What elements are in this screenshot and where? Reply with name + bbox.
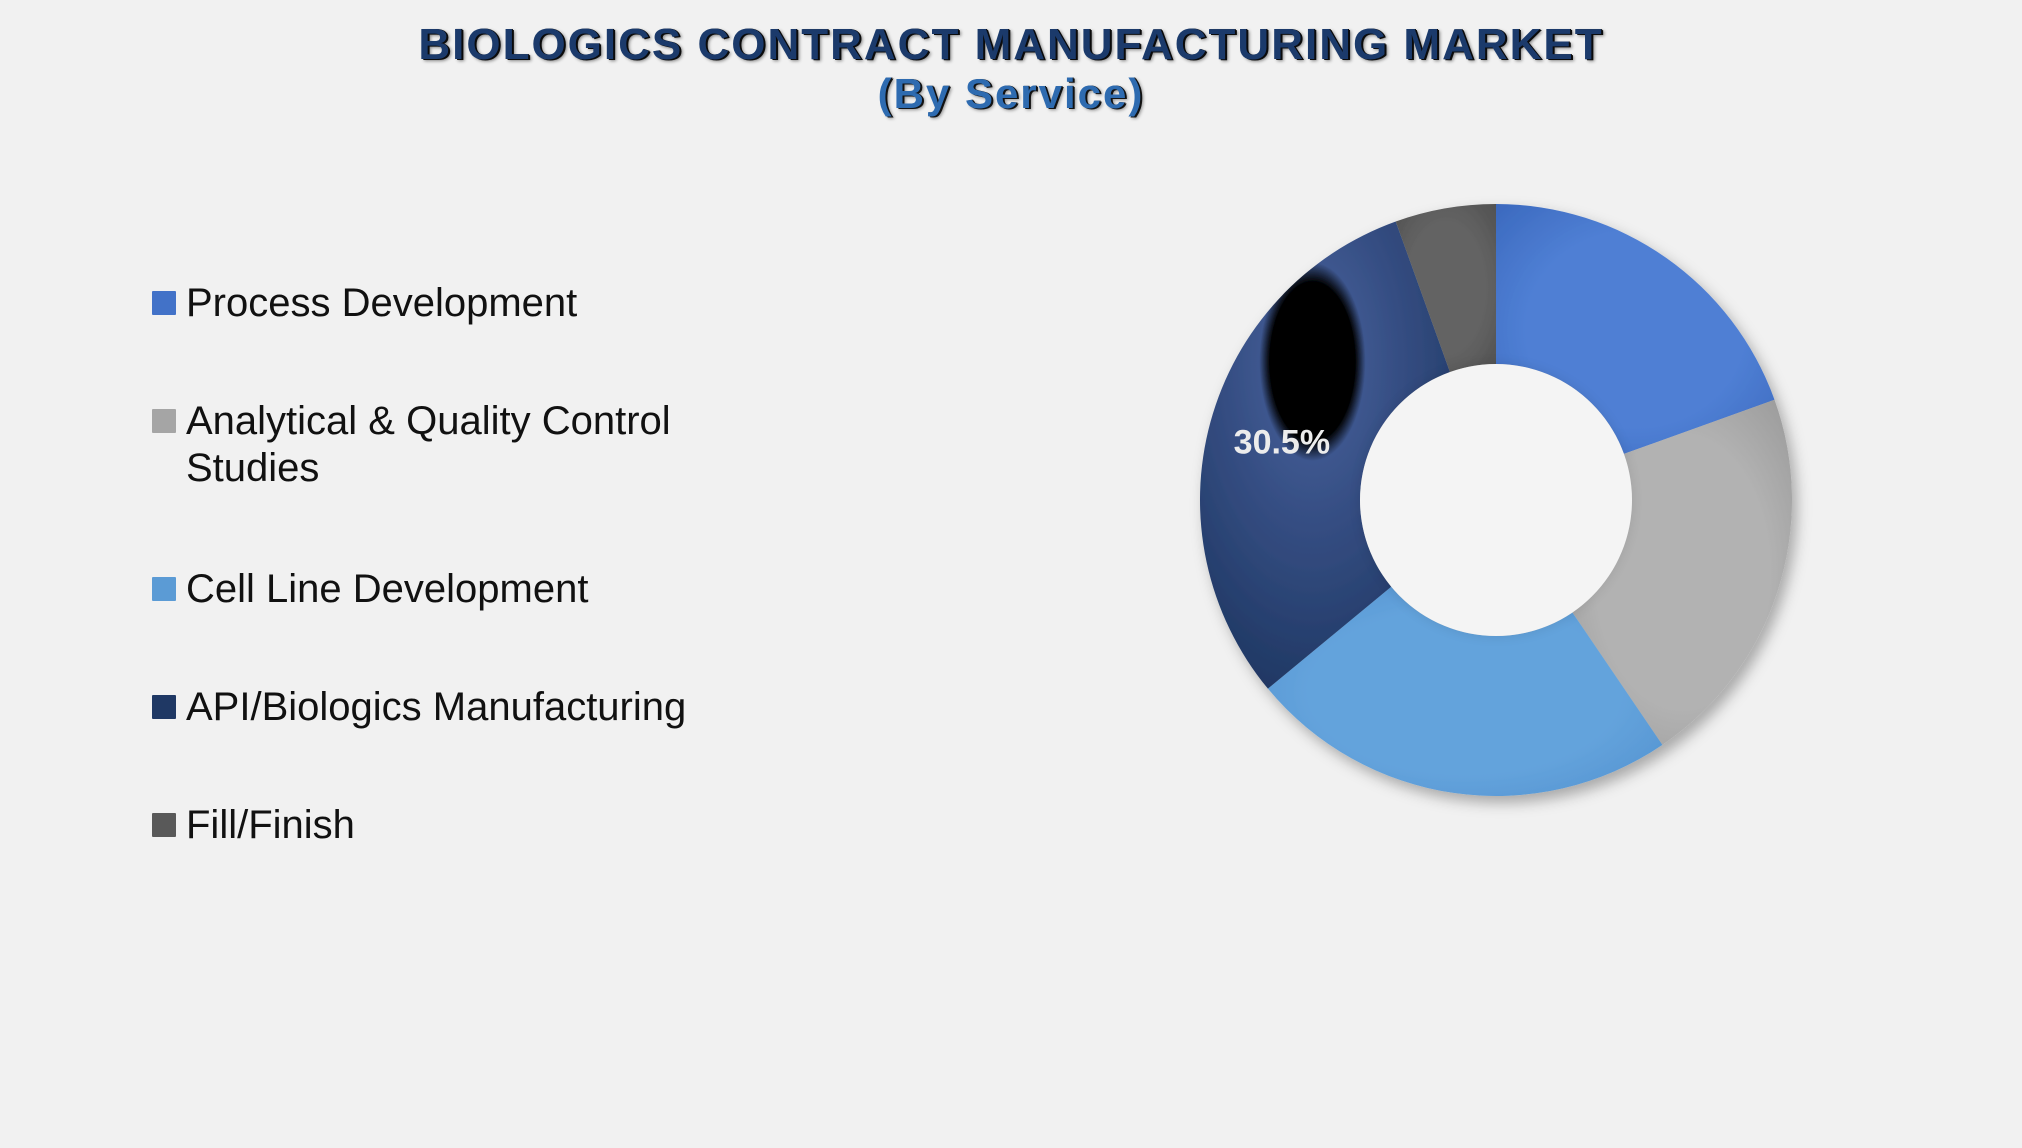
legend-item[interactable]: Fill/Finish: [152, 802, 852, 872]
donut-data-labels: 30.5%: [1234, 423, 1330, 461]
donut-slice-value-label: 30.5%: [1234, 423, 1330, 461]
legend-item-label: Analytical & Quality Control Studies: [186, 399, 671, 491]
legend-item-label: API/Biologics Manufacturing: [186, 685, 687, 729]
legend-swatch-icon: [152, 409, 176, 433]
donut-slice[interactable]: [1496, 204, 1775, 454]
legend-swatch-icon: [152, 695, 176, 719]
legend-item-label: Process Development: [186, 281, 578, 325]
legend-swatch-icon: [152, 813, 176, 837]
donut-hole: [1360, 364, 1632, 636]
chart-title-block: BIOLOGICS CONTRACT MANUFACTURING MARKET …: [0, 20, 2022, 117]
chart-subtitle: (By Service): [877, 69, 1145, 117]
donut-slice-group: [1200, 204, 1792, 796]
chart-title: BIOLOGICS CONTRACT MANUFACTURING MARKET: [418, 20, 1604, 69]
legend-item[interactable]: API/Biologics Manufacturing: [152, 684, 852, 802]
legend-swatch-icon: [152, 291, 176, 315]
legend-item-label: Cell Line Development: [186, 567, 589, 611]
donut-slice[interactable]: [1267, 586, 1663, 796]
donut-slice[interactable]: [1572, 399, 1792, 745]
legend-item-label: Fill/Finish: [186, 803, 355, 847]
donut-slice[interactable]: [1200, 221, 1450, 689]
legend-item[interactable]: Analytical & Quality Control Studies: [152, 398, 852, 566]
donut-slice[interactable]: [1395, 204, 1496, 373]
legend-item[interactable]: Cell Line Development: [152, 566, 852, 684]
donut-chart: 30.5%: [1186, 190, 1806, 810]
donut-chart-svg: 30.5%: [1200, 204, 1792, 796]
legend-swatch-icon: [152, 577, 176, 601]
chart-legend: Process Development Analytical & Quality …: [152, 280, 852, 872]
legend-item[interactable]: Process Development: [152, 280, 852, 398]
